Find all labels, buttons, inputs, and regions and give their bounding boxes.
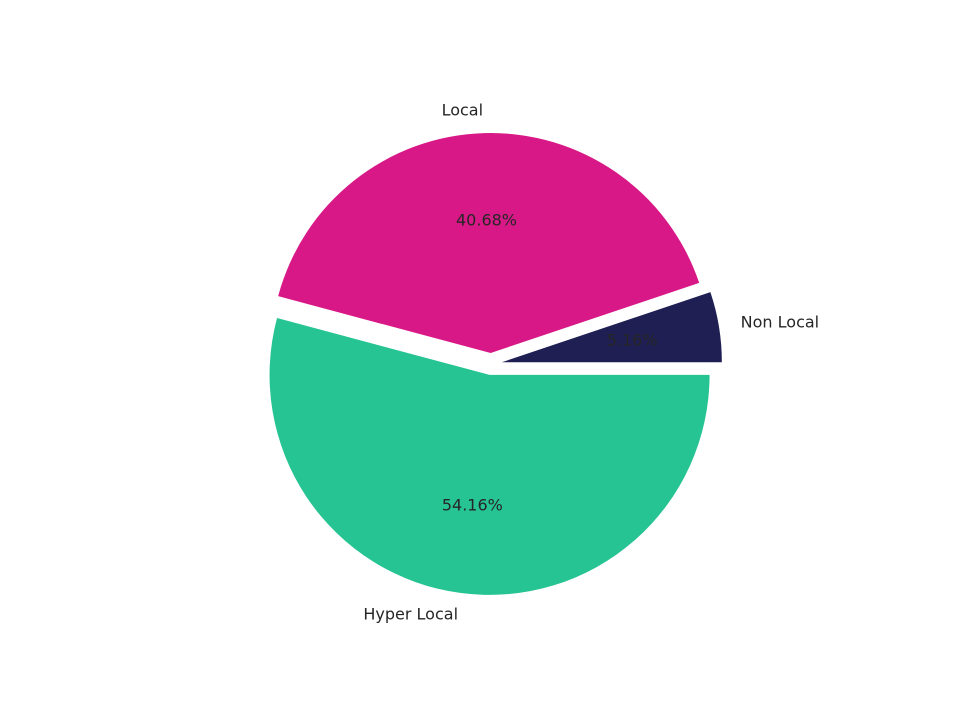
value-label: 54.16% xyxy=(442,495,503,514)
value-label: 40.68% xyxy=(456,211,517,230)
slice-label: Hyper Local xyxy=(363,604,458,623)
pie-slice xyxy=(269,318,710,595)
slice-label: Local xyxy=(442,101,483,120)
value-label: 5.16% xyxy=(607,330,658,349)
pie-slice xyxy=(501,292,722,363)
slice-label: Non Local xyxy=(741,313,819,332)
pie-slice xyxy=(278,133,700,354)
